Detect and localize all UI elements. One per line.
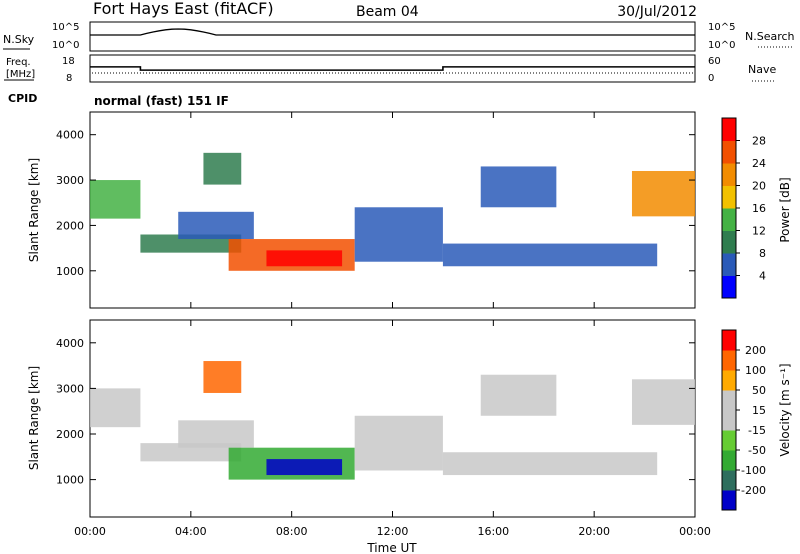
xtick-label: 20:00	[578, 525, 610, 538]
velocity-colorbar-swatch	[722, 390, 736, 411]
velocity-colorbar-swatch	[722, 330, 736, 351]
nave-tick-top: 60	[708, 56, 721, 67]
velocity-colorbar-swatch	[722, 350, 736, 371]
velocity-colorbar-tick-label: 200	[745, 344, 766, 357]
velocity-region-2	[178, 420, 254, 448]
noise-right-bottom-tick: 10^0	[708, 40, 735, 51]
power-colorbar-tick-label: 24	[752, 157, 766, 170]
xtick-label: 12:00	[377, 525, 409, 538]
power-colorbar-tick-label: 12	[752, 225, 766, 238]
velocity-colorbar-label: Velocity [m s⁻¹]	[778, 363, 792, 456]
noise-panel-frame	[89, 21, 696, 52]
x-axis-label: Time UT	[366, 541, 417, 554]
power-region-0	[90, 180, 141, 219]
cpid-label: CPID	[8, 92, 37, 105]
frequency-trace	[90, 66, 695, 71]
power-ytick-label: 2000	[56, 219, 84, 232]
nsky-label: N.Sky	[3, 33, 35, 46]
velocity-region-0	[90, 388, 141, 428]
nsearch-label: N.Search	[745, 30, 795, 43]
velocity-colorbar-frame	[721, 329, 737, 511]
nave-label: Nave	[748, 63, 776, 76]
power-y-ticks: 1000 2000 3000 4000	[56, 129, 695, 278]
velocity-region-9	[203, 361, 242, 393]
velocity-colorbar-swatch	[722, 430, 736, 451]
freq-panel-frame	[89, 54, 696, 83]
power-region-9	[203, 152, 242, 185]
noise-right-top-tick: 10^5	[708, 22, 735, 33]
velocity-colorbar-tick-label: -50	[748, 444, 766, 457]
power-colorbar-swatch	[722, 230, 736, 254]
velocity-colorbar-tick-label: 50	[752, 384, 766, 397]
velocity-region-5	[354, 415, 443, 471]
power-region-7	[480, 166, 557, 208]
velocity-colorbar-tick-label: -15	[748, 424, 766, 437]
noise-sky-trace	[90, 28, 695, 36]
velocity-region-7	[480, 374, 557, 416]
power-colorbar-tick-label: 16	[752, 202, 766, 215]
power-colorbar-swatch	[722, 163, 736, 186]
freq-label-line1: Freq.	[6, 57, 31, 68]
power-colorbar-tick-label: 4	[759, 270, 766, 283]
velocity-colorbar-swatch	[722, 470, 736, 491]
velocity-region-6	[442, 452, 658, 476]
power-y-axis-label: Slant Range [km]	[27, 158, 41, 262]
velocity-y-ticks: 1000 2000 3000 4000	[56, 337, 695, 487]
velocity-colorbar-tick-label: -200	[741, 484, 766, 497]
velocity-region-8	[631, 379, 695, 425]
velocity-y-axis-label: Slant Range [km]	[27, 366, 41, 470]
velocity-colorbar-swatch	[722, 410, 736, 431]
power-region-2	[178, 211, 254, 240]
velocity-ytick-label: 2000	[56, 428, 84, 441]
velocity-colorbar-tick-label: 100	[745, 364, 766, 377]
cpid-value: normal (fast) 151 IF	[94, 94, 229, 108]
power-region-5	[354, 207, 443, 262]
freq-label-line2: [MHz]	[6, 69, 35, 80]
power-colorbar-swatch	[722, 118, 736, 141]
power-colorbar-swatch	[722, 140, 736, 164]
power-colorbar: 28 24 20 16 12 8 4	[721, 117, 766, 299]
power-colorbar-tick-label: 20	[752, 180, 766, 193]
velocity-ytick-label: 4000	[56, 337, 84, 350]
power-colorbar-tick-label: 8	[759, 247, 766, 260]
velocity-colorbar: 200 100 50 15 -15 -50 -100 -200	[721, 329, 766, 511]
power-ytick-label: 3000	[56, 174, 84, 187]
velocity-scatter-regions	[90, 361, 695, 480]
xtick-label: 16:00	[477, 525, 509, 538]
beam-label: Beam 04	[356, 4, 419, 20]
station-title: Fort Hays East (fitACF)	[93, 0, 274, 18]
velocity-colorbar-swatch	[722, 490, 736, 511]
date-label: 30/Jul/2012	[617, 4, 697, 20]
velocity-colorbar-tick-label: -100	[741, 464, 766, 477]
noise-left-top-tick: 10^5	[52, 22, 79, 33]
velocity-colorbar-swatch	[722, 370, 736, 391]
power-region-4	[266, 250, 343, 267]
power-ytick-label: 1000	[56, 265, 84, 278]
nave-tick-bottom: 0	[708, 73, 714, 84]
velocity-ytick-label: 3000	[56, 382, 84, 395]
velocity-ytick-label: 1000	[56, 474, 84, 487]
power-colorbar-swatch	[722, 185, 736, 209]
x-axis-ticks: 00:00 04:00 08:00 12:00 16:00 20:00 00:00	[74, 112, 711, 538]
power-scatter-regions	[90, 152, 695, 271]
power-colorbar-label: Power [dB]	[778, 177, 792, 242]
xtick-label: 04:00	[175, 525, 207, 538]
power-colorbar-swatch	[722, 275, 736, 299]
noise-left-bottom-tick: 10^0	[52, 40, 79, 51]
velocity-region-4	[266, 459, 343, 476]
power-region-6	[442, 243, 658, 267]
freq-tick-bottom: 8	[66, 73, 72, 84]
freq-tick-top: 18	[62, 56, 75, 67]
velocity-colorbar-tick-label: 15	[752, 404, 766, 417]
power-ytick-label: 4000	[56, 129, 84, 142]
velocity-colorbar-swatch	[722, 450, 736, 471]
xtick-label: 08:00	[276, 525, 308, 538]
power-colorbar-swatch	[722, 208, 736, 231]
power-colorbar-swatch	[722, 253, 736, 276]
power-colorbar-tick-label: 28	[752, 135, 766, 148]
xtick-label: 00:00	[74, 525, 106, 538]
power-region-8	[631, 170, 695, 217]
xtick-label: 00:00	[679, 525, 711, 538]
